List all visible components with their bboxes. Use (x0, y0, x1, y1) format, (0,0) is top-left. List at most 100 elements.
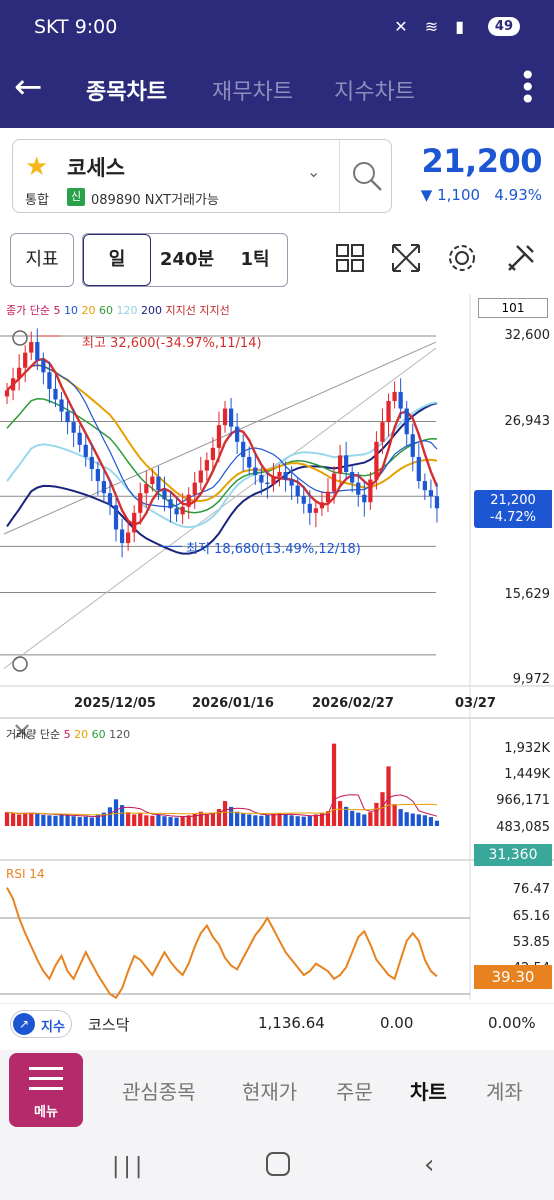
indicator-button[interactable]: 지표 (10, 233, 74, 287)
chart-svg[interactable]: ✕ (0, 294, 554, 1000)
volume-y-label-0: 1,932K (504, 741, 550, 756)
volume-y-label-1: 1,449K (504, 767, 550, 782)
candle-body (65, 411, 70, 423)
price-legend: 종가 단순 5 10 20 60 120 200 지지선 지지선 (6, 302, 230, 318)
candle-body (368, 479, 373, 503)
volume-bar (71, 816, 76, 826)
system-nav-bar: ||| ‹ (0, 1136, 554, 1200)
candle-body (23, 352, 28, 368)
volume-bar (259, 815, 264, 826)
volume-bar (374, 802, 379, 826)
market-label: 통합 (25, 193, 49, 208)
legend-ma120: 120 (116, 304, 138, 317)
candle-body (53, 388, 58, 400)
period-day-button[interactable]: 일 (83, 234, 151, 286)
candle-body (283, 472, 288, 480)
tab-financial-chart[interactable]: 재무차트 (212, 80, 293, 105)
volume-bar (356, 812, 361, 826)
volume-bar (29, 812, 34, 826)
volume-bar (325, 811, 331, 826)
candle-body (101, 481, 107, 494)
volume-bar (235, 811, 240, 826)
back-arrow-icon[interactable]: ← (14, 67, 43, 107)
nav-order[interactable]: 주문 (336, 1080, 373, 1104)
tools-wrench-icon[interactable] (505, 242, 537, 274)
nav-quote[interactable]: 현재가 (242, 1080, 298, 1104)
nav-watchlist[interactable]: 관심종목 (122, 1080, 196, 1104)
back-icon[interactable]: ‹ (424, 1150, 435, 1180)
zoom-in-icon (12, 330, 28, 346)
volume-bar (241, 813, 246, 826)
volume-bar (17, 814, 22, 826)
volume-bar (398, 809, 403, 826)
layout-grid-icon[interactable] (335, 242, 365, 274)
volume-bar (180, 816, 185, 826)
candle-body (271, 476, 276, 485)
volume-bar (313, 814, 318, 826)
volume-bar (404, 812, 409, 826)
more-menu-icon[interactable]: • • • (519, 59, 536, 116)
fullscreen-icon[interactable] (390, 242, 422, 274)
candle-body (89, 456, 94, 470)
volume-bar (319, 812, 325, 826)
volume-bar (422, 815, 427, 826)
low-label: 최저 18,680(13.49%,12/18) (186, 542, 361, 557)
home-icon[interactable] (266, 1152, 290, 1176)
candle-count-box[interactable]: 101 (478, 298, 548, 318)
nav-account[interactable]: 계좌 (486, 1080, 523, 1104)
candle-body (392, 391, 397, 401)
candle-body (204, 459, 209, 471)
credit-badge: 신 (67, 188, 85, 206)
volume-bar (47, 815, 52, 826)
volume-bar (59, 814, 64, 826)
divider (339, 140, 340, 212)
volume-legend-prefix: 거래량 단순 (6, 728, 61, 741)
candle-body (404, 408, 409, 435)
current-price-tag-pct: -4.72% (490, 510, 536, 525)
index-badge[interactable]: ↗ 지수 (10, 1010, 72, 1038)
volume-legend: 거래량 단순 5 20 60 120 (6, 726, 130, 742)
search-icon[interactable] (349, 158, 385, 194)
favorite-star-icon[interactable]: ★ (25, 152, 49, 182)
candle-body (247, 456, 252, 468)
volume-ma20-line (6, 803, 438, 816)
stock-selector[interactable]: ★ 코세스 ⌄ 통합 신 089890 NXT거래가능 (12, 139, 392, 213)
candle-body (295, 485, 300, 497)
volume-bar (362, 814, 367, 826)
chart-area[interactable]: ✕ 종가 단순 5 10 20 60 120 200 지지선 지지선 101 최… (0, 294, 554, 1000)
candle-body (259, 475, 264, 483)
candle-body (337, 455, 343, 474)
menu-button[interactable]: 메뉴 (9, 1053, 83, 1127)
recent-apps-icon[interactable]: ||| (112, 1154, 147, 1179)
nav-chart[interactable]: 차트 (410, 1080, 447, 1104)
period-240min-button[interactable]: 240분 (159, 249, 215, 270)
volume-bar (331, 743, 337, 826)
period-tick-button[interactable]: 1틱 (240, 249, 270, 270)
status-bar: SKT 9:00 ✕ ≋ ▮ 49 (0, 0, 554, 56)
settings-gear-icon[interactable] (446, 242, 478, 274)
current-price: 21,200 (421, 142, 543, 180)
candle-body (107, 493, 113, 506)
zoom-out-icon (12, 656, 28, 672)
volume-legend-ma20: 20 (74, 728, 89, 741)
top-nav: ← 종목차트 재무차트 지수차트 • • • (0, 56, 554, 128)
candle-body (192, 482, 197, 495)
candle-body (331, 473, 337, 492)
volume-bar (10, 813, 16, 826)
volume-legend-ma5: 5 (63, 728, 71, 741)
candle-body (344, 455, 349, 473)
current-price-tag-value: 21,200 (490, 493, 536, 508)
ma60-line (6, 398, 438, 514)
hamburger-icon-line3 (29, 1087, 63, 1090)
tab-stock-chart[interactable]: 종목차트 (86, 80, 167, 105)
tab-index-chart[interactable]: 지수차트 (334, 80, 415, 105)
battery-badge: 49 (487, 17, 520, 36)
volume-bar (386, 766, 391, 826)
index-bar[interactable]: ↗ 지수 코스닥 1,136.64 0.00 0.00% (0, 1003, 554, 1043)
candle-body (216, 425, 222, 448)
volume-bar (344, 806, 349, 826)
legend-ma10: 10 (63, 304, 78, 317)
chevron-down-icon[interactable]: ⌄ (307, 162, 321, 181)
volume-bar (271, 813, 276, 826)
period-selector[interactable]: 일 240분 1틱 (82, 233, 288, 287)
